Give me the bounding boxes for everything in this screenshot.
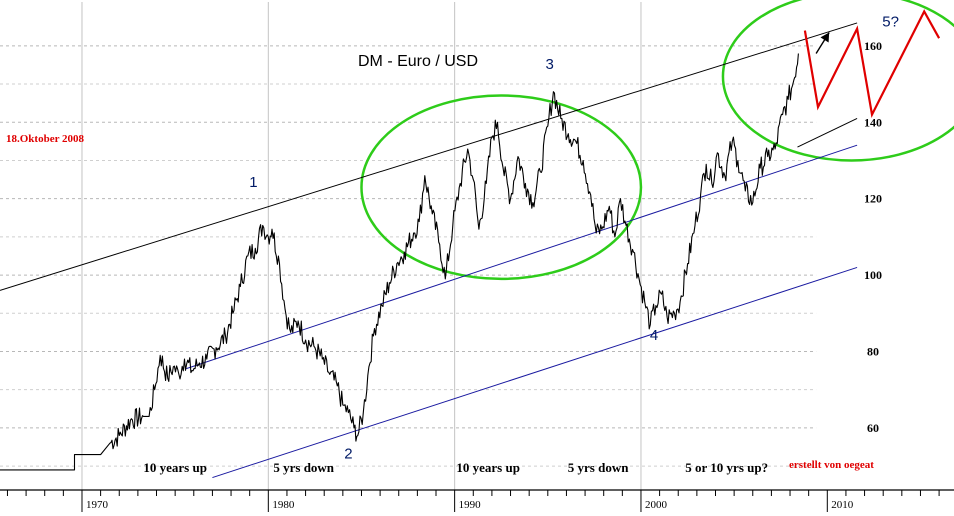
y-tick-label: 100 (864, 268, 882, 282)
wave-projection (803, 9, 941, 119)
wave-label: 3 (545, 56, 553, 73)
x-tick-label: 1980 (272, 499, 295, 511)
wave-label: 5? (882, 14, 899, 31)
price-series (0, 53, 799, 471)
y-tick-label: 160 (864, 39, 882, 53)
highlight-ellipses (360, 0, 954, 281)
channel-line (186, 144, 858, 370)
phase-label: 5 yrs down (273, 460, 334, 475)
phase-label: 5 yrs down (568, 460, 629, 475)
x-tick-label: 2000 (645, 499, 668, 511)
highlight-ellipse (721, 0, 954, 162)
x-tick-label: 1990 (459, 499, 482, 511)
date-label: 18.Oktober 2008 (6, 133, 85, 145)
trend-channels (0, 22, 858, 479)
phase-label: 5 or 10 yrs up? (685, 460, 768, 475)
channel-line (212, 266, 858, 479)
phase-label: 10 years up (456, 460, 520, 475)
y-tick-label: 60 (867, 421, 879, 435)
x-tick-label: 2010 (831, 499, 854, 511)
wave-label: 2 (344, 445, 352, 462)
channel-line (0, 22, 858, 291)
highlight-ellipse (360, 94, 643, 281)
arrow-head (820, 32, 830, 43)
credit-label: erstellt von oegeat (789, 459, 874, 471)
channel-line (797, 117, 858, 148)
chart-title: DM - Euro / USD (358, 53, 478, 70)
projection-line (803, 9, 941, 119)
x-axis: 1970 1980 1990 2000 2010 (0, 489, 954, 512)
price-line (0, 53, 799, 471)
grid-lines (0, 2, 817, 490)
y-tick-label: 140 (864, 115, 882, 129)
y-tick-label: 80 (867, 344, 879, 358)
x-tick-label: 1970 (86, 499, 109, 511)
wave-label: 4 (650, 327, 658, 344)
annotation-labels: 60 80 100 120 140 160 1 2 3 4 5? 10 years up 5 yrs d… (143, 14, 899, 475)
phase-label: 10 years up (143, 460, 207, 475)
wave-label: 1 (249, 174, 257, 191)
y-tick-label: 120 (864, 192, 882, 206)
